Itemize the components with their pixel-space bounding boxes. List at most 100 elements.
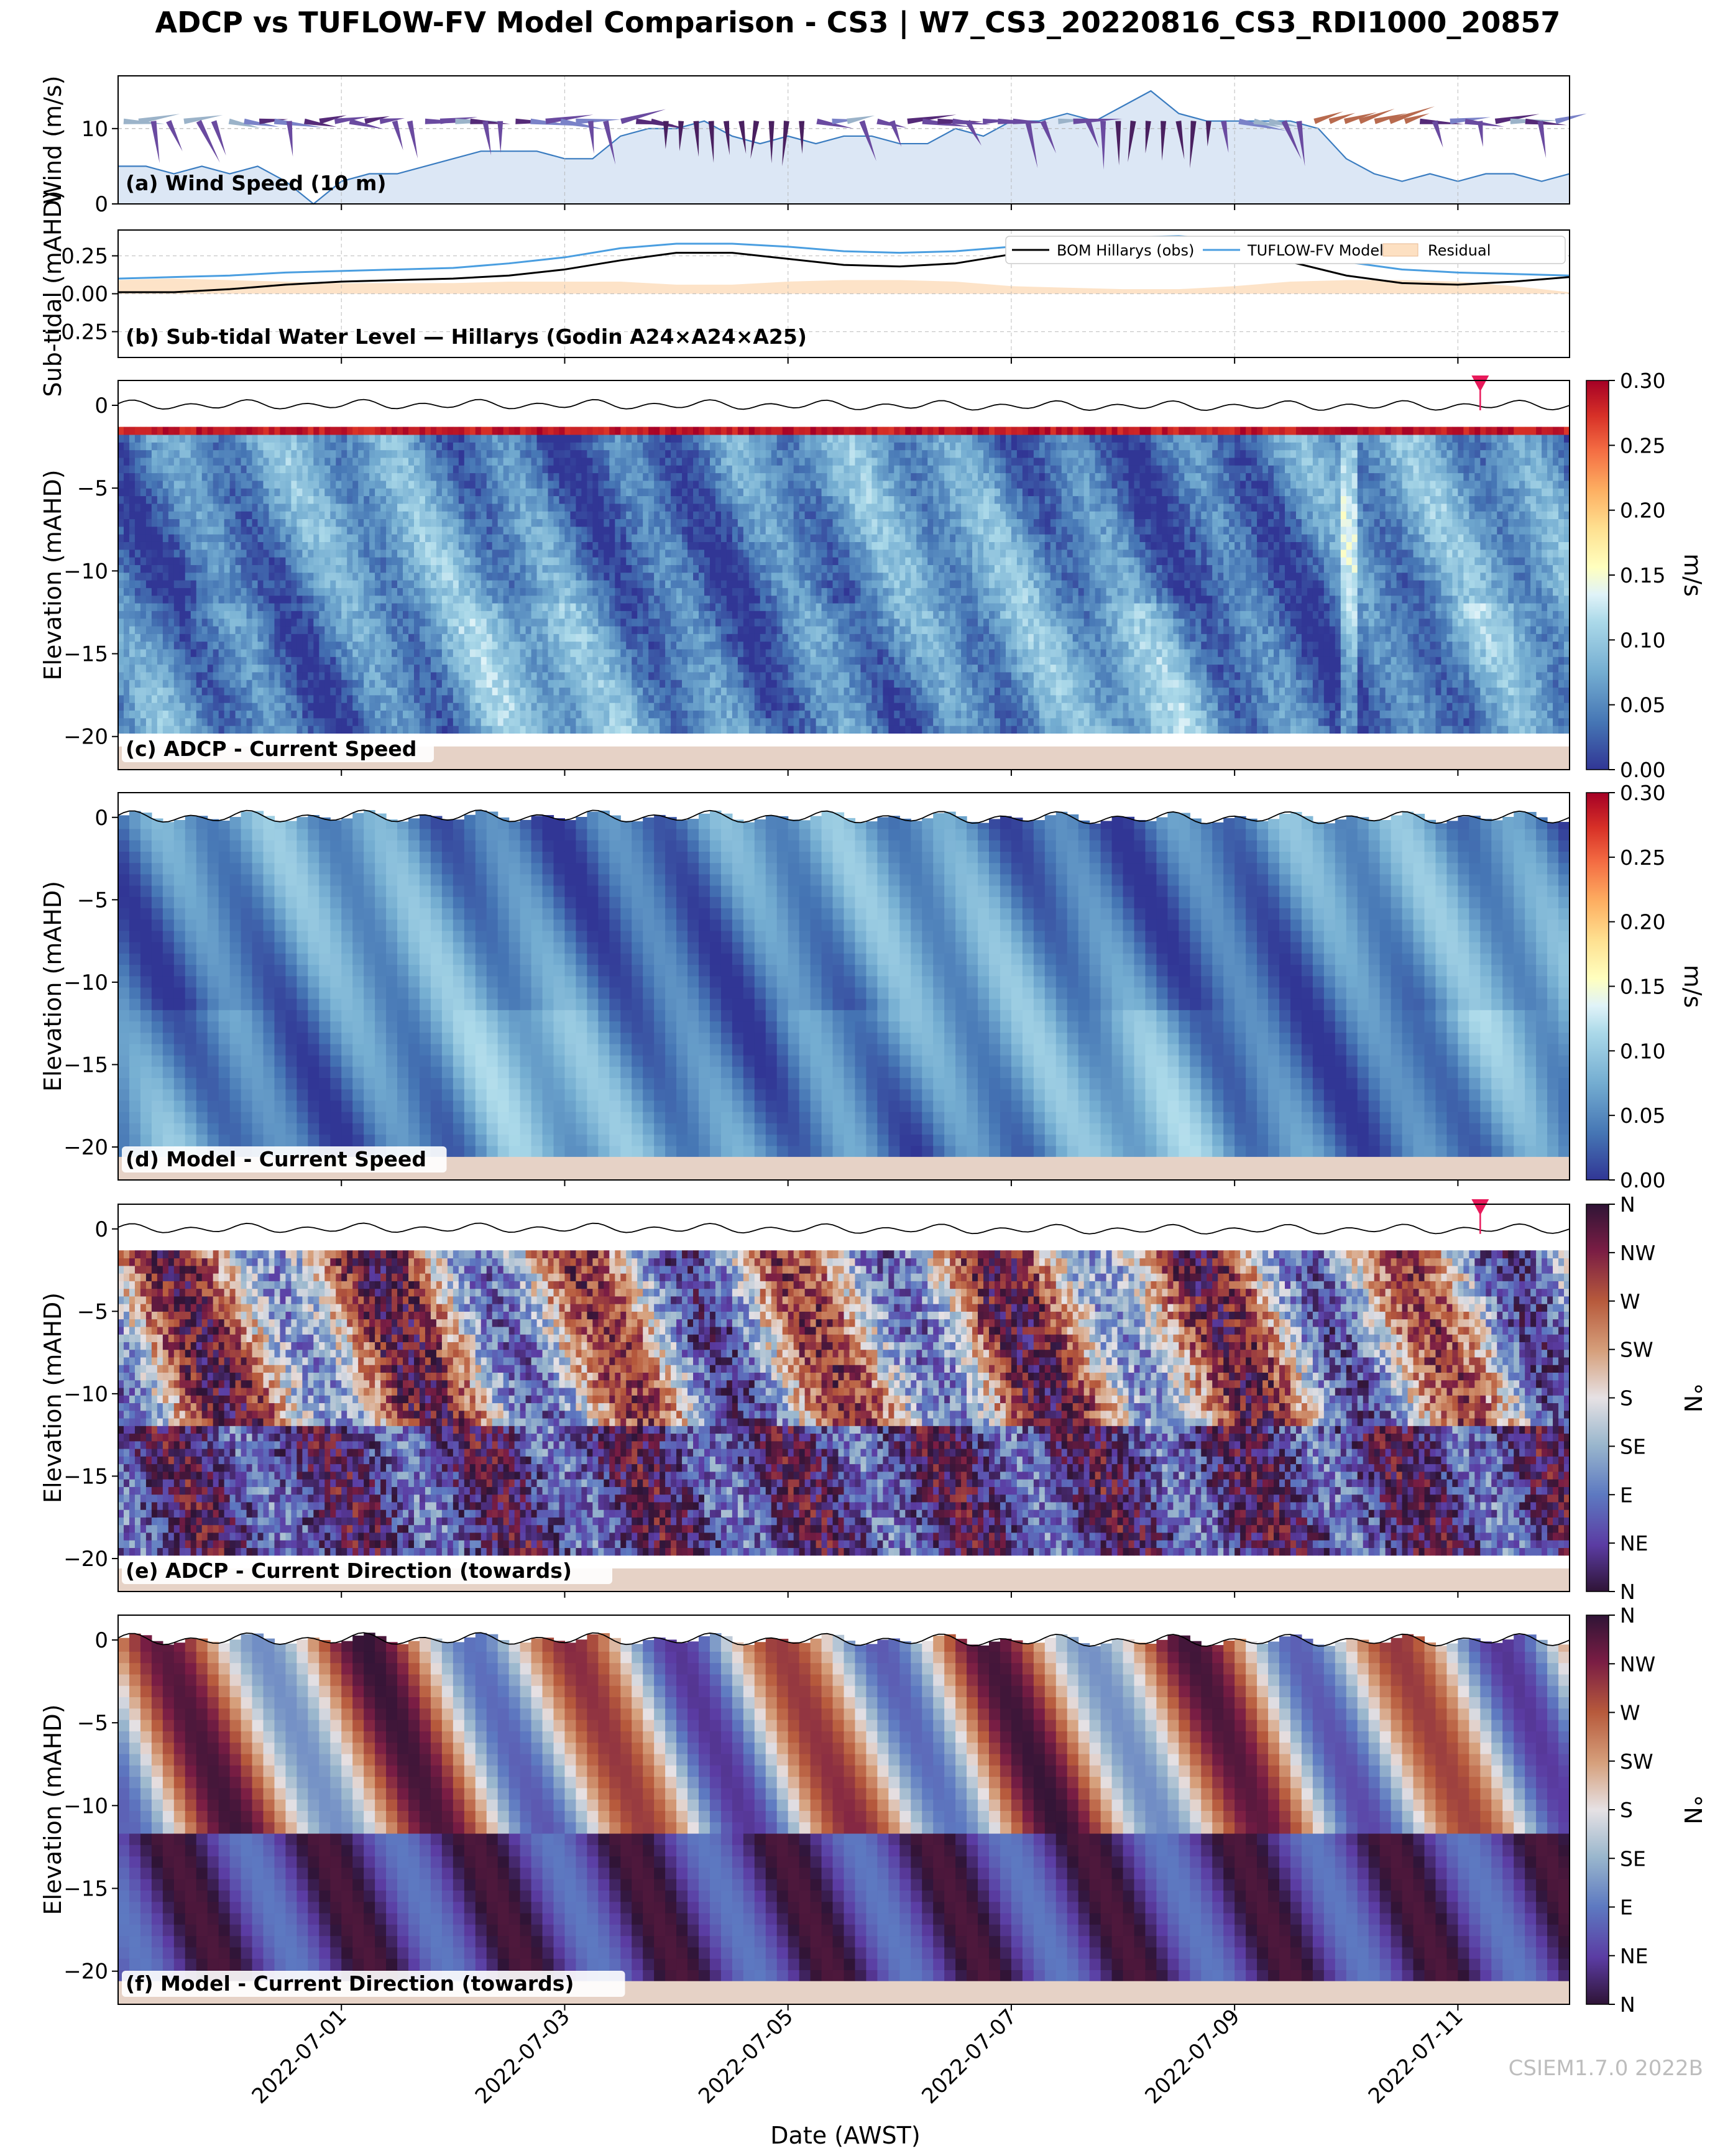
heatmap-cell xyxy=(190,549,197,558)
heatmap-cell xyxy=(157,664,163,673)
heatmap-cell xyxy=(185,687,191,696)
heatmap-cell xyxy=(480,426,487,435)
heatmap-cell xyxy=(257,442,264,451)
heatmap-cell xyxy=(330,671,336,680)
heatmap-cell xyxy=(285,549,292,558)
heatmap-cell xyxy=(676,633,683,642)
heatmap-cell xyxy=(257,564,264,573)
heatmap-cell xyxy=(682,587,688,596)
heatmap-cell xyxy=(369,664,375,673)
heatmap-cell xyxy=(604,587,610,596)
heatmap-cell xyxy=(185,671,191,680)
heatmap-cell xyxy=(330,703,336,711)
heatmap-cell xyxy=(235,534,242,542)
heatmap-cell xyxy=(319,618,325,627)
heatmap-cell xyxy=(173,472,180,481)
heatmap-cell xyxy=(542,694,549,703)
heatmap-cell xyxy=(151,633,158,642)
heatmap-cell xyxy=(637,549,643,558)
heatmap-cell xyxy=(179,610,186,619)
heatmap-cell xyxy=(380,656,387,665)
heatmap-cell xyxy=(134,564,141,573)
heatmap-cell xyxy=(441,549,448,558)
heatmap-cell xyxy=(570,511,577,520)
heatmap-cell xyxy=(726,480,733,489)
heatmap-cell xyxy=(788,434,794,443)
heatmap-cell xyxy=(207,526,214,535)
heatmap-cell xyxy=(553,664,560,673)
heatmap-cell xyxy=(576,633,582,642)
heatmap-cell xyxy=(380,449,387,458)
heatmap-cell xyxy=(285,656,292,665)
heatmap-cell xyxy=(503,703,510,711)
heatmap-cell xyxy=(497,680,504,688)
heatmap-cell xyxy=(235,449,242,458)
heatmap-cell xyxy=(274,648,281,657)
heatmap-cell xyxy=(285,671,292,680)
heatmap-cell xyxy=(665,495,671,504)
heatmap-cell xyxy=(570,610,577,619)
heatmap-cell xyxy=(760,648,766,657)
heatmap-cell xyxy=(352,472,359,481)
heatmap-cell xyxy=(330,717,336,726)
heatmap-cell xyxy=(430,557,437,565)
heatmap-cell xyxy=(419,710,426,719)
heatmap-cell xyxy=(531,488,538,497)
heatmap-cell xyxy=(162,503,169,512)
heatmap-cell xyxy=(308,518,314,527)
heatmap-cell xyxy=(654,687,660,696)
heatmap-cell xyxy=(179,541,186,550)
heatmap-cell xyxy=(246,703,253,711)
heatmap-cell xyxy=(151,449,158,458)
heatmap-cell xyxy=(263,557,270,565)
heatmap-cell xyxy=(140,518,147,527)
heatmap-cell xyxy=(134,549,141,558)
heatmap-cell xyxy=(598,564,604,573)
heatmap-cell xyxy=(475,488,482,497)
heatmap-cell xyxy=(765,534,772,542)
heatmap-cell xyxy=(436,680,443,688)
heatmap-cell xyxy=(347,457,353,466)
heatmap-cell xyxy=(352,648,359,657)
heatmap-cell xyxy=(246,480,253,489)
heatmap-cell xyxy=(229,503,236,512)
heatmap-cell xyxy=(760,442,766,451)
heatmap-cell xyxy=(559,641,566,650)
heatmap-cell xyxy=(241,472,247,481)
heatmap-cell xyxy=(615,449,621,458)
heatmap-cell xyxy=(375,710,381,719)
heatmap-cell xyxy=(352,710,359,719)
heatmap-cell xyxy=(520,618,526,627)
heatmap-cell xyxy=(319,480,325,489)
heatmap-cell xyxy=(637,534,643,542)
heatmap-cell xyxy=(776,457,783,466)
heatmap-cell xyxy=(748,664,755,673)
heatmap-cell xyxy=(280,664,287,673)
heatmap-cell xyxy=(480,687,487,696)
heatmap-cell xyxy=(408,703,415,711)
heatmap-cell xyxy=(492,618,499,627)
heatmap-cell xyxy=(458,511,465,520)
heatmap-cell xyxy=(252,671,259,680)
heatmap-cell xyxy=(486,526,493,535)
heatmap-cell xyxy=(531,449,538,458)
heatmap-cell xyxy=(637,526,643,535)
heatmap-cell xyxy=(403,641,409,650)
heatmap-cell xyxy=(297,710,303,719)
heatmap-cell xyxy=(134,610,141,619)
heatmap-cell xyxy=(302,703,308,711)
heatmap-cell xyxy=(570,625,577,634)
heatmap-cell xyxy=(447,694,454,703)
heatmap-cell xyxy=(693,595,699,604)
heatmap-cell xyxy=(469,541,476,550)
heatmap-cell xyxy=(709,641,716,650)
heatmap-cell xyxy=(720,618,727,627)
heatmap-cell xyxy=(413,442,420,451)
heatmap-cell xyxy=(553,557,560,565)
heatmap-cell xyxy=(542,687,549,696)
heatmap-cell xyxy=(503,618,510,627)
heatmap-cell xyxy=(486,503,493,512)
heatmap-cell xyxy=(704,656,710,665)
heatmap-cell xyxy=(492,449,499,458)
heatmap-cell xyxy=(715,602,722,611)
